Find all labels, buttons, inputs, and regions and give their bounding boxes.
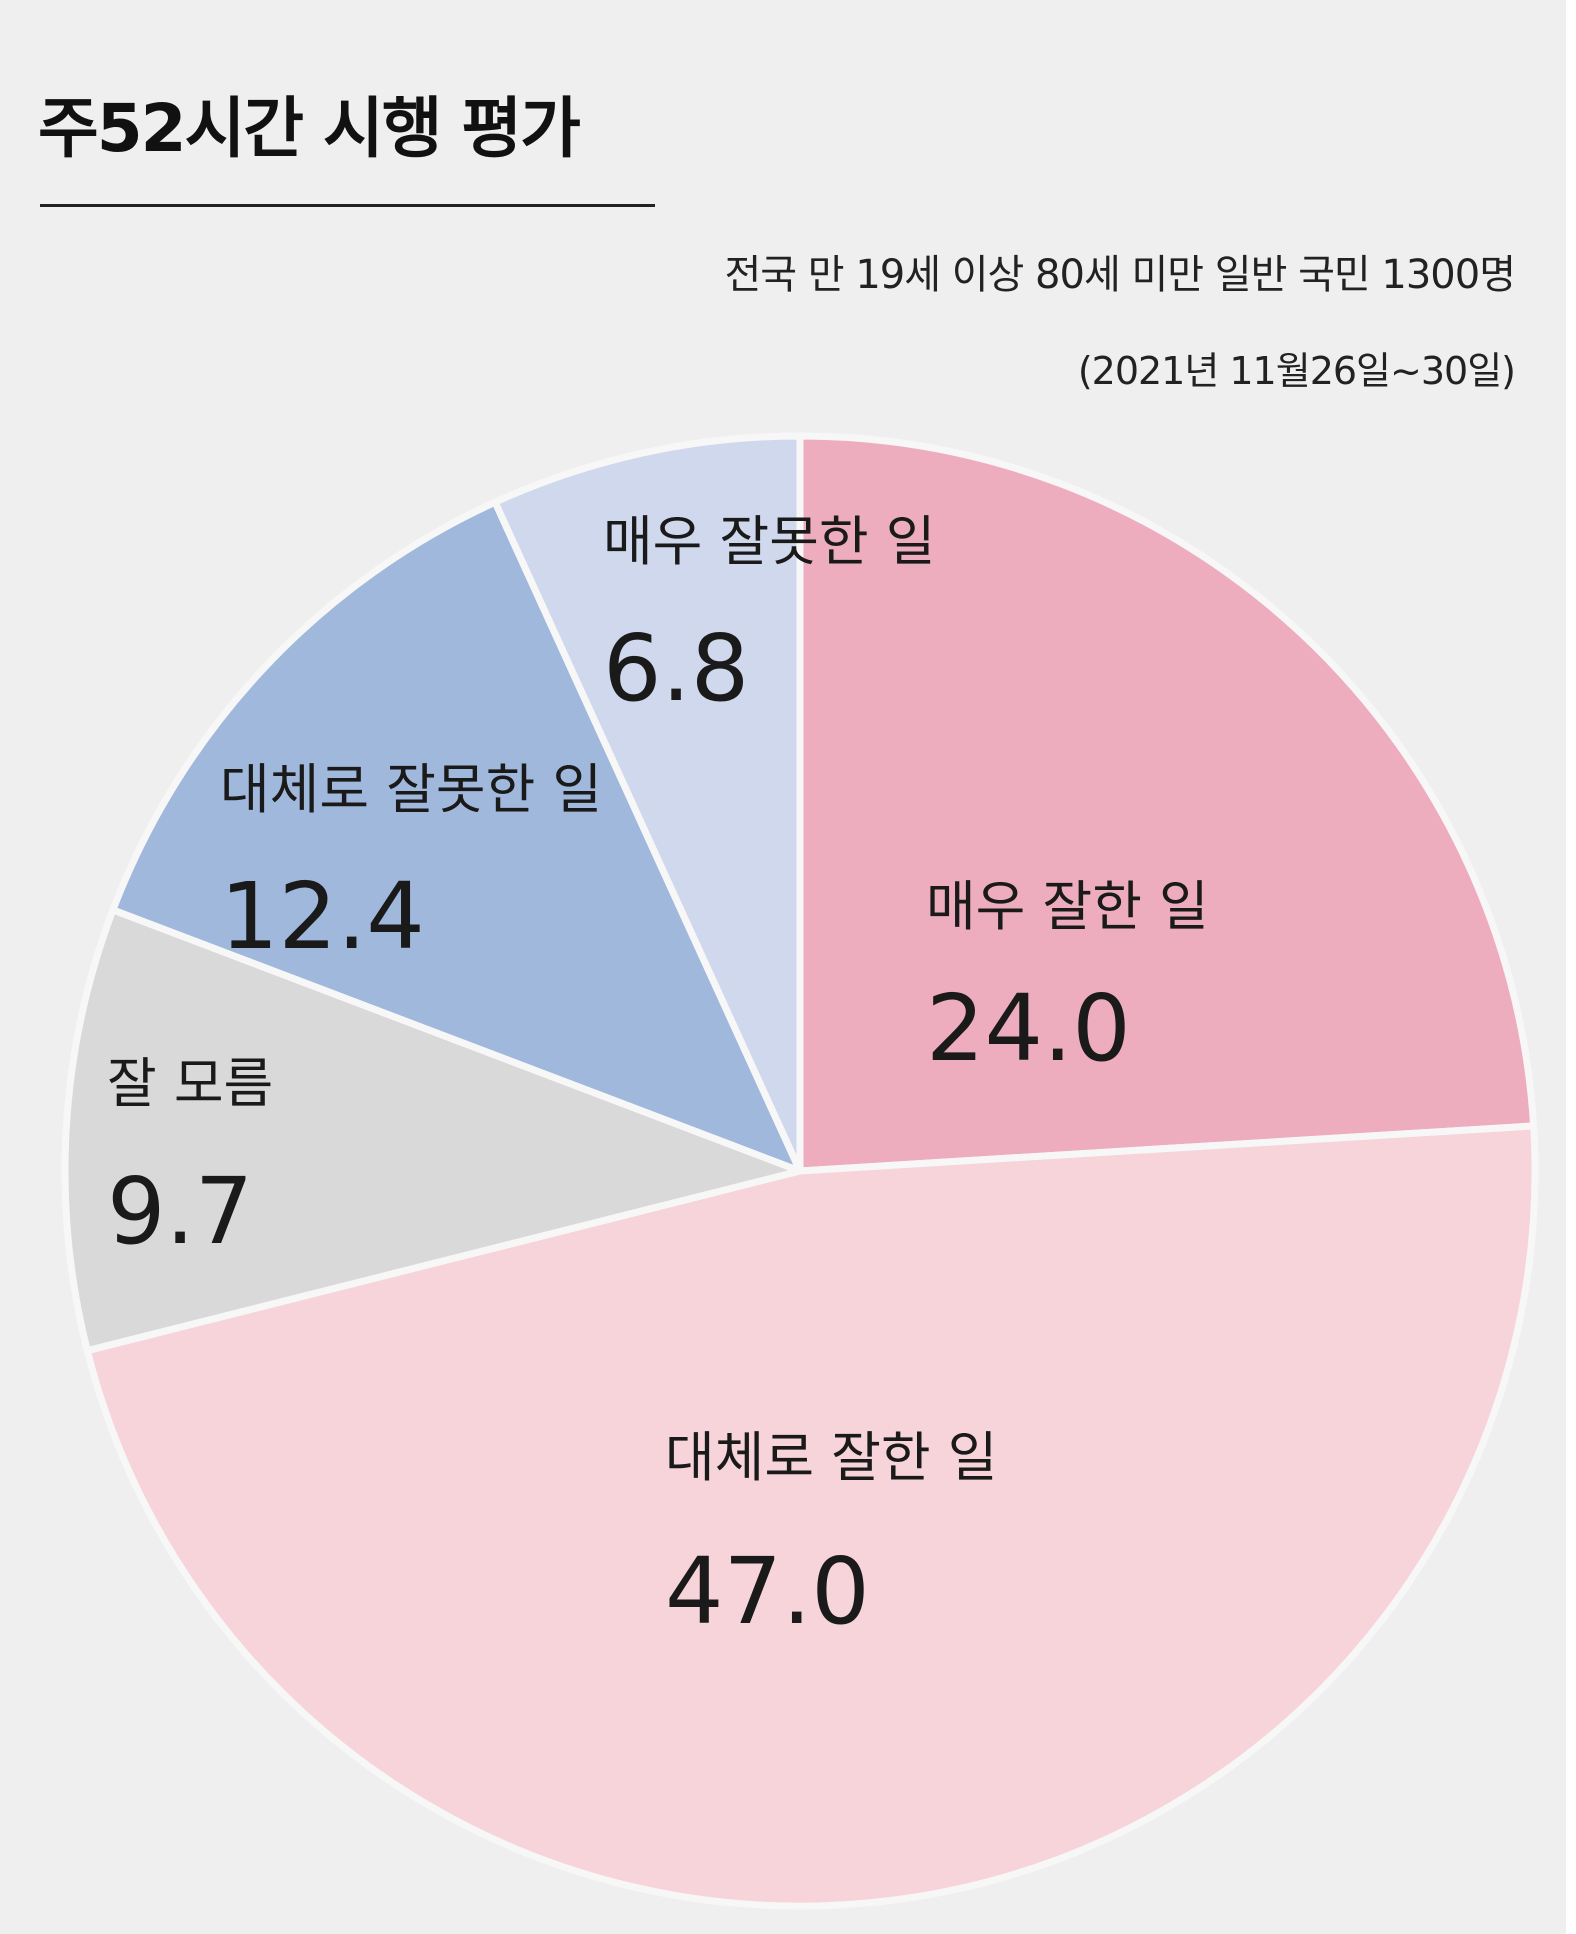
chart-title: 주52시간 시행 평가 (38, 90, 581, 167)
slice-value: 24.0 (926, 975, 1131, 1082)
pie-labels: 매우 잘한 일 24.0 대체로 잘한 일 47.0 잘 모름 9.7 대체로 잘못한 일 1… (107, 510, 1209, 1645)
slice-label: 잘 모름 (107, 1052, 273, 1115)
title-underline (40, 204, 655, 207)
survey-population-note: 전국 만 19세 이상 80세 미만 일반 국민 1300명 (724, 252, 1516, 298)
slice-value: 47.0 (665, 1538, 870, 1645)
pie-slices (61, 432, 1539, 1910)
slice-label: 매우 잘못한 일 (603, 510, 935, 573)
pie-slice (109, 498, 804, 1175)
slice-value: 9.7 (107, 1158, 253, 1265)
pie-slice (491, 432, 804, 1175)
slice-label: 매우 잘한 일 (926, 875, 1209, 938)
pie-slice (83, 1122, 1539, 1910)
slice-label: 대체로 잘한 일 (665, 1426, 997, 1489)
slice-value: 6.8 (603, 615, 749, 722)
pie-slice (61, 906, 804, 1355)
pie-slice (796, 432, 1538, 1175)
survey-period-note: (2021년 11월26일~30일) (1077, 349, 1516, 393)
slice-value: 12.4 (220, 863, 425, 970)
slice-label: 대체로 잘못한 일 (220, 758, 602, 821)
